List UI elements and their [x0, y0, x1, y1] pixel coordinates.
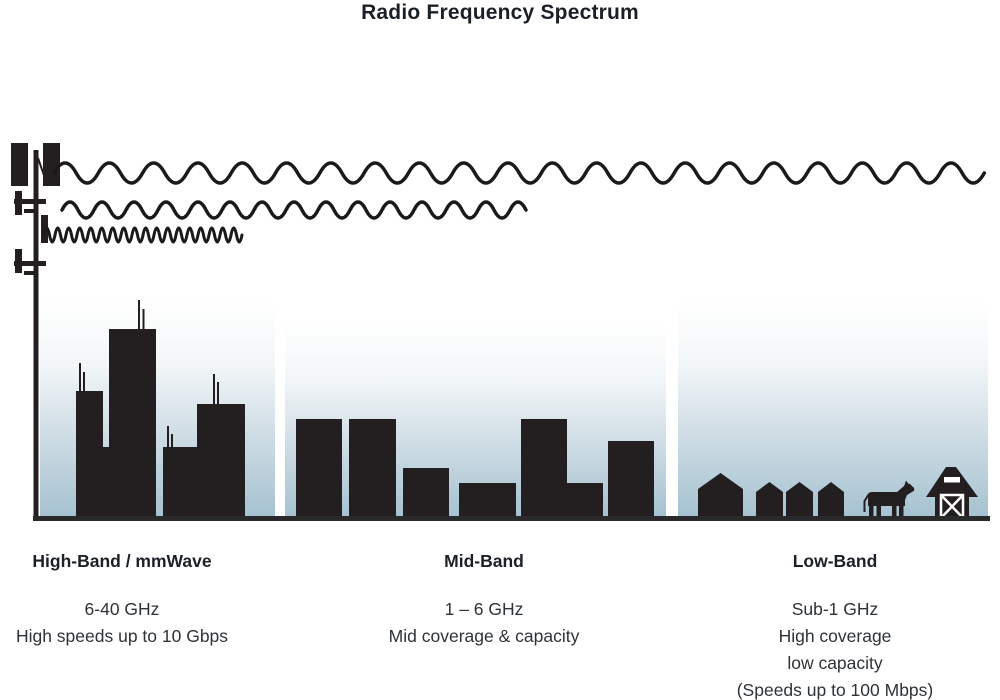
- high-band-label: High-Band / mmWave 6-40 GHz High speeds …: [2, 551, 242, 650]
- band-heading: High-Band / mmWave: [32, 551, 212, 571]
- city-buildings-icon: [76, 300, 245, 519]
- tower-crossarm: [24, 271, 38, 275]
- tower-mast: [33, 150, 39, 516]
- rural-farm-scene: [698, 467, 978, 520]
- building: [403, 468, 449, 519]
- building: [567, 483, 603, 519]
- radio-wave-icon-short: [42, 226, 244, 244]
- band-description: High speeds up to 10 Gbps: [15, 626, 229, 646]
- tower-crossarm: [14, 261, 46, 266]
- band-description: High coverage: [778, 626, 892, 646]
- house-icon: [756, 482, 783, 519]
- tower-strut: [37, 157, 48, 185]
- house-icon: [698, 473, 743, 519]
- building: [459, 483, 516, 519]
- ground-line: [33, 516, 990, 521]
- radio-wave-icon-long: [52, 161, 987, 185]
- cow-ear: [904, 480, 909, 485]
- barn-vent: [944, 477, 960, 483]
- band-description: Mid coverage & capacity: [388, 626, 580, 646]
- cow-tail: [863, 493, 870, 512]
- low-band-label: Low-Band Sub-1 GHz High coverage low cap…: [685, 551, 985, 700]
- house-icon: [786, 482, 813, 519]
- town-buildings-icon: [296, 419, 654, 519]
- building: [608, 441, 654, 519]
- radio-wave-icon-medium: [60, 200, 528, 220]
- page-title: Radio Frequency Spectrum: [361, 1, 639, 24]
- band-frequency: 1 – 6 GHz: [444, 599, 524, 619]
- skyscraper: [109, 329, 156, 519]
- barn-icon: [926, 467, 978, 520]
- building: [521, 419, 567, 519]
- antenna-panel-small: [15, 249, 22, 273]
- band-frequency: 6-40 GHz: [84, 599, 160, 619]
- spectrum-illustration: [11, 143, 990, 521]
- skyscraper: [197, 404, 245, 519]
- building: [296, 419, 342, 519]
- house-icon: [818, 482, 844, 519]
- band-frequency: Sub-1 GHz: [791, 599, 879, 619]
- skyscraper: [163, 447, 197, 519]
- tower-crossarm: [24, 209, 38, 213]
- antenna-panel: [11, 143, 28, 186]
- band-description: (Speeds up to 100 Mbps): [736, 680, 934, 700]
- antenna-panel: [43, 143, 60, 186]
- skyscraper: [103, 447, 109, 519]
- radio-waves: [42, 161, 987, 244]
- tower-crossarm: [14, 199, 46, 204]
- cow-icon: [863, 480, 915, 518]
- band-heading: Low-Band: [792, 551, 878, 571]
- rooftop-antennas: [79, 300, 219, 447]
- band-heading: Mid-Band: [444, 551, 524, 571]
- building: [349, 419, 396, 519]
- mid-band-label: Mid-Band 1 – 6 GHz Mid coverage & capaci…: [334, 551, 634, 650]
- antenna-panel-small: [15, 191, 22, 215]
- skyscraper: [76, 391, 103, 519]
- band-description: low capacity: [787, 653, 883, 673]
